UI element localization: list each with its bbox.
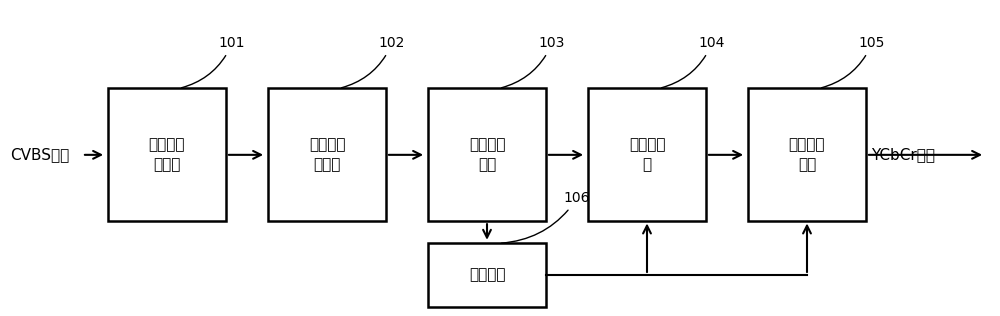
Text: 亮色分离
电路: 亮色分离 电路	[789, 137, 825, 172]
Text: 103: 103	[501, 36, 565, 88]
Bar	[428, 88, 546, 221]
Text: CVBS输入: CVBS输入	[10, 147, 69, 162]
Bar	[588, 88, 706, 221]
Text: 101: 101	[181, 36, 245, 88]
Bar	[428, 243, 546, 307]
Text: 模拟数字
转换器: 模拟数字 转换器	[309, 137, 345, 172]
Text: 自动增益
控制器: 自动增益 控制器	[149, 137, 185, 172]
Text: 同步电路: 同步电路	[469, 267, 505, 283]
Text: YCbCr输出: YCbCr输出	[871, 147, 935, 162]
Bar	[268, 88, 386, 221]
Text: 106: 106	[502, 191, 590, 243]
Text: 重采样处
理器: 重采样处 理器	[469, 137, 505, 172]
Text: 104: 104	[661, 36, 725, 88]
Text: 105: 105	[821, 36, 885, 88]
Bar	[108, 88, 226, 221]
Text: 数字钓位
器: 数字钓位 器	[629, 137, 665, 172]
Bar	[748, 88, 866, 221]
Text: 102: 102	[341, 36, 405, 88]
